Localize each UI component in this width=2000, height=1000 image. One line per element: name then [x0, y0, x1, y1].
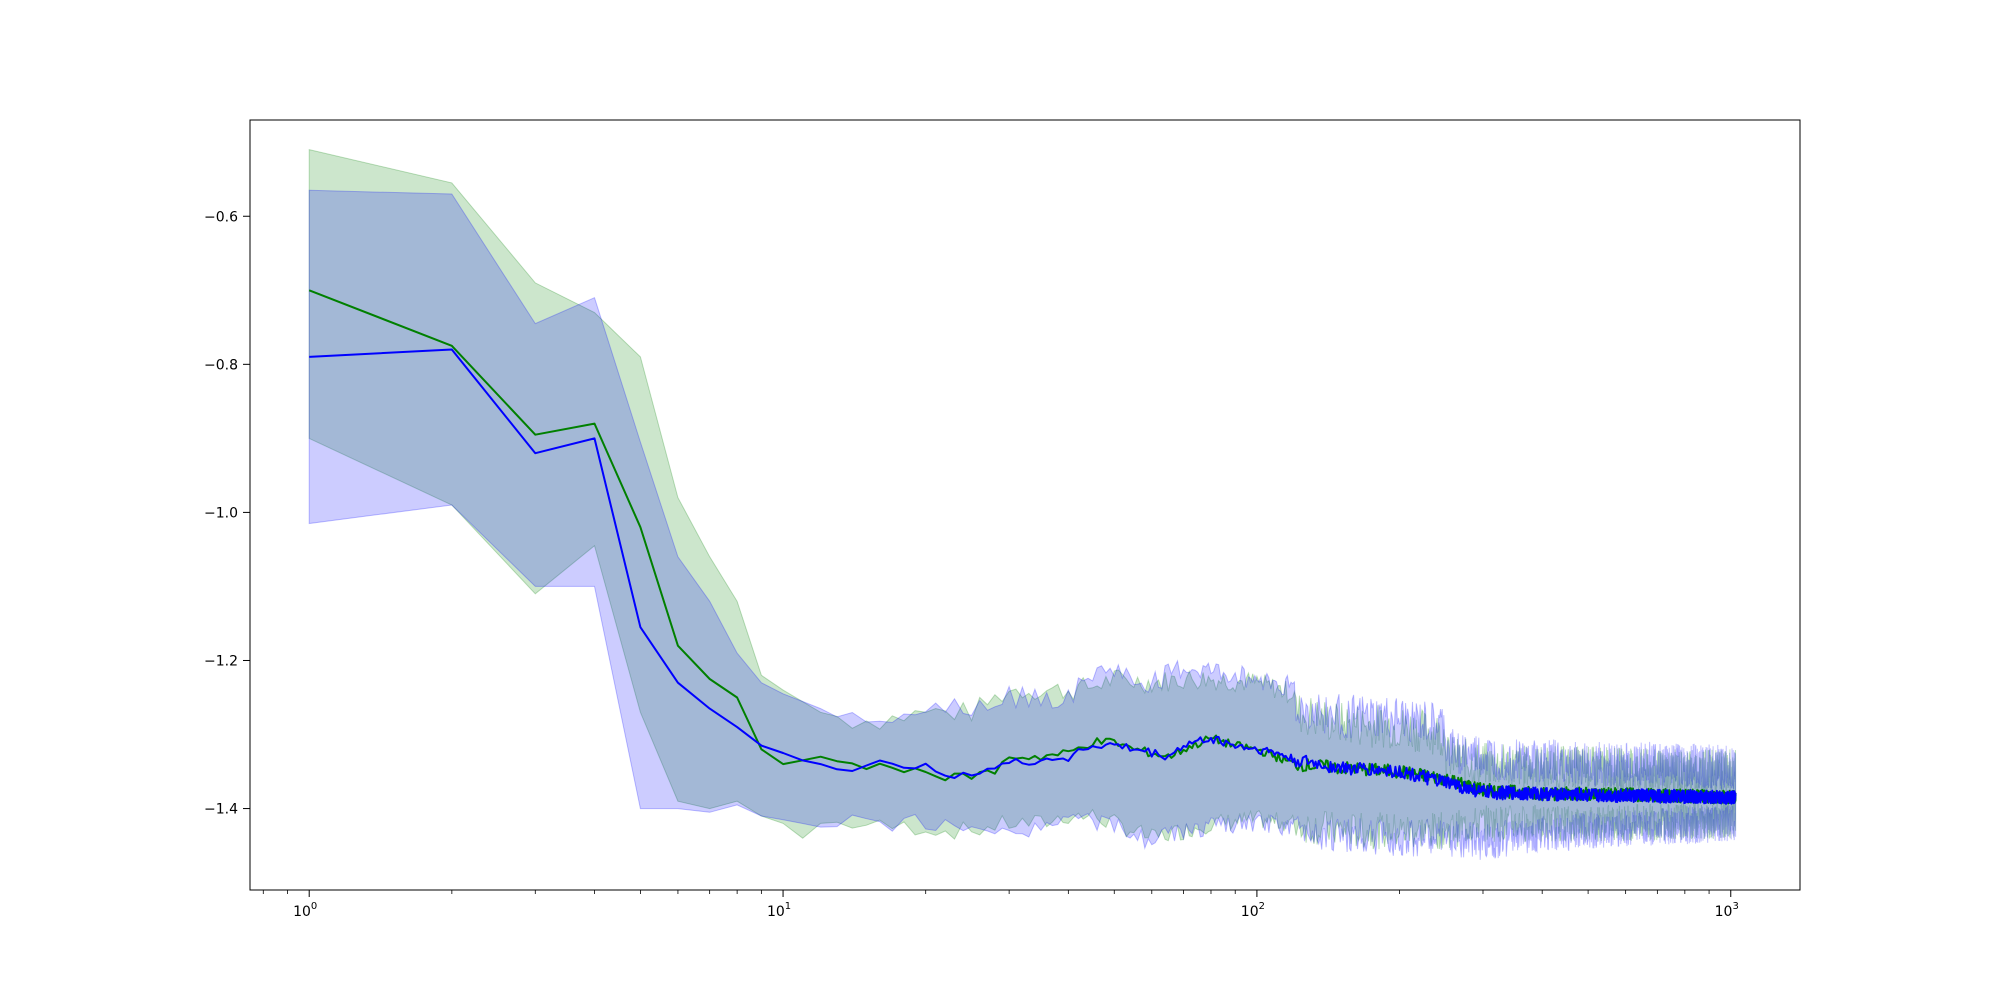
- y-tick-label: −1.0: [204, 505, 238, 521]
- band-series-1: [308, 148, 1737, 850]
- band-series-2: [308, 189, 1737, 860]
- x-axis: 100 101 102 103: [262, 890, 1739, 920]
- y-tick-label: −1.4: [204, 802, 238, 818]
- mean-line-series-2: [309, 348, 1737, 805]
- plot-frame: [249, 119, 1801, 891]
- y-tick-label: −0.8: [204, 357, 238, 373]
- confidence-bands: [308, 148, 1737, 860]
- y-axis: −0.6 −0.8 −1.0 −1.2 −1.4: [204, 209, 250, 818]
- x-tick-label: 103: [1715, 901, 1739, 920]
- x-tick-label: 102: [1241, 901, 1265, 920]
- y-tick-label: −1.2: [204, 653, 238, 669]
- y-tick-label: −0.6: [204, 209, 238, 225]
- x-tick-label: 100: [293, 901, 317, 920]
- mean-lines: [308, 289, 1737, 805]
- x-tick-label: 101: [767, 901, 791, 920]
